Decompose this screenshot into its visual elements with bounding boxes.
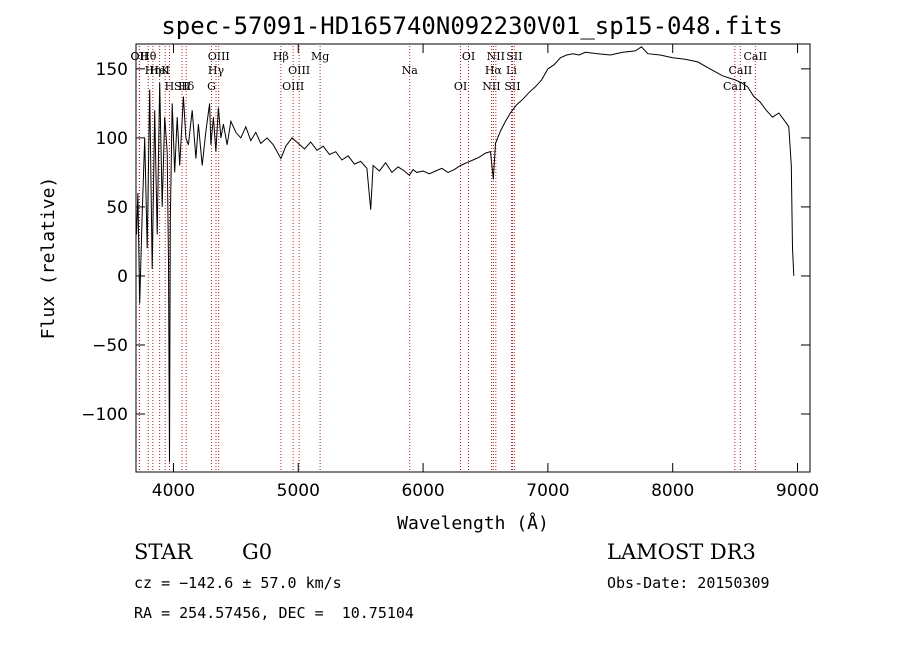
line-label-9: OIII [208, 50, 230, 63]
line-label-13: OIII [288, 64, 310, 77]
line-label-26: CaII [723, 80, 747, 93]
y-axis-label: Flux (relative) [38, 177, 59, 340]
line-label-19: Hα [485, 64, 503, 77]
line-label-21: NII [487, 50, 505, 63]
line-label-0: Hθ [140, 50, 157, 63]
y-tick-label-0: −100 [81, 405, 128, 425]
spectral-line-markers: HθKHδOIIHeISIIOIIHηHOIIIHγGHβOIIIOIIIMgN… [131, 46, 767, 472]
line-label-23: NII [482, 80, 500, 93]
line-label-3: OII [131, 50, 149, 63]
x-tick-label-2: 6000 [401, 481, 444, 501]
axis-ticks: 4000 5000 6000 7000 8000 9000 −100 −50 0 50 100 150 [81, 44, 819, 501]
x-axis-label: Wavelength (Å) [397, 512, 549, 534]
line-label-20: SII [504, 80, 520, 93]
line-label-10: Hγ [208, 64, 225, 77]
line-label-2: Hδ [178, 80, 195, 93]
x-tick-label-0: 4000 [152, 481, 195, 501]
line-label-6: OII [131, 50, 149, 63]
spectrum-line [136, 46, 795, 463]
coordinates: RA = 254.57456, DEC = 10.75104 [134, 604, 414, 622]
line-label-18: OI [462, 50, 475, 63]
y-tick-label-4: 100 [96, 129, 128, 149]
y-tick-label-5: 150 [96, 60, 128, 80]
obs-date: Obs-Date: 20150309 [607, 574, 770, 592]
plot-frame [135, 43, 811, 473]
x-tick-label-4: 8000 [651, 481, 694, 501]
line-label-24: SII [506, 50, 522, 63]
survey-name: LAMOST DR3 [607, 540, 756, 564]
x-tick-label-5: 9000 [776, 481, 819, 501]
object-class: STAR [134, 540, 193, 564]
line-label-12: Hβ [273, 50, 289, 63]
line-label-11: G [207, 80, 216, 93]
spectrum-layer [136, 46, 795, 463]
object-subclass: G0 [242, 540, 273, 564]
line-label-16: Na [402, 64, 419, 77]
line-label-5: SII [174, 80, 190, 93]
chart-title: spec-57091-HD165740N092230V01_sp15-048.f… [161, 12, 782, 40]
line-label-22: Li [506, 64, 517, 77]
redshift-cz: cz = −142.6 ± 57.0 km/s [134, 574, 342, 592]
line-label-15: Mg [311, 50, 329, 63]
line-label-17: OI [454, 80, 467, 93]
line-label-1: K [161, 64, 170, 77]
y-tick-label-3: 50 [106, 198, 128, 218]
line-label-14: OIII [282, 80, 304, 93]
y-tick-label-2: 0 [117, 267, 128, 287]
line-label-8: H [165, 80, 175, 93]
line-label-4: HeI [149, 64, 169, 77]
line-label-27: CaII [743, 50, 767, 63]
line-label-7: Hη [145, 64, 161, 77]
line-label-25: CaII [729, 64, 753, 77]
y-tick-label-1: −50 [92, 336, 128, 356]
x-tick-label-3: 7000 [526, 481, 569, 501]
x-tick-label-1: 5000 [277, 481, 320, 501]
